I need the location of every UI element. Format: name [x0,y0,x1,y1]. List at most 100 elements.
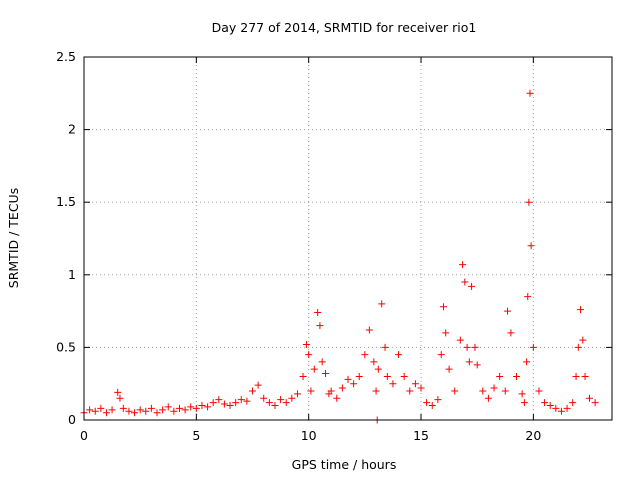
y-axis: 0 0.5 1 1.5 2 2.5 [56,49,612,427]
data-point [417,384,425,392]
data-point [463,343,471,351]
data-point [577,306,585,314]
data-point [209,399,217,407]
data-point [198,401,206,409]
data-point [442,329,450,337]
data-point [518,390,526,398]
data-point [322,370,330,378]
data-point [456,336,464,344]
data-point [350,380,358,388]
data-point [479,387,487,395]
x-tick-label: 20 [525,428,541,443]
data-point [220,400,228,408]
data-point [473,361,481,369]
data-point [116,394,124,402]
data-point [249,387,257,395]
data-point [574,343,582,351]
grid [84,57,612,420]
data-point [181,406,189,414]
data-point [288,394,296,402]
data-point [108,406,116,414]
data-point [586,394,594,402]
data-point [91,407,99,415]
data-point [507,329,515,337]
data-point [299,372,307,380]
data-point [204,403,212,411]
data-point [338,384,346,392]
data-point [333,394,341,402]
data-point [524,293,532,301]
x-tick-label: 0 [80,428,88,443]
data-point [277,396,285,404]
data-point [187,403,195,411]
data-point [310,365,318,373]
y-tick-label: 2.5 [56,49,76,64]
data-point [293,390,301,398]
data-point [465,358,473,366]
data-point [175,404,183,412]
data-point [546,401,554,409]
x-axis: 0 5 10 15 20 [80,57,541,443]
data-point [318,358,326,366]
data-point [215,396,223,404]
data-point [389,380,397,388]
data-point [504,307,512,315]
data-point [381,343,389,351]
data-point [579,336,587,344]
data-points [80,89,599,424]
data-point [164,403,172,411]
data-point [314,309,322,317]
x-tick-label: 15 [413,428,429,443]
data-point [406,387,414,395]
data-point [153,409,161,417]
data-point [526,89,534,97]
data-point [344,375,352,383]
data-point [302,340,310,348]
data-point [125,407,133,415]
data-point [254,381,262,389]
data-point [372,387,380,395]
data-point [365,326,373,334]
y-tick-label: 1 [68,267,76,282]
data-point [563,404,571,412]
data-point [147,404,155,412]
data-point [237,396,245,404]
data-point [557,407,565,415]
data-point [451,387,459,395]
data-point [428,401,436,409]
data-point [525,198,533,206]
data-point [439,303,447,311]
data-point [114,388,122,396]
data-point [119,404,127,412]
data-point [490,384,498,392]
data-point [370,358,378,366]
data-point [520,399,528,407]
data-point [434,396,442,404]
data-point [471,343,479,351]
data-point [170,407,178,415]
data-point [411,380,419,388]
data-point [243,397,251,405]
plot-frame [83,56,613,421]
data-point [282,399,290,407]
data-point [569,399,577,407]
data-point [527,242,535,250]
data-point [192,404,200,412]
y-tick-label: 0.5 [56,339,76,354]
data-point [552,404,560,412]
data-point [327,387,335,395]
y-tick-label: 1.5 [56,194,76,209]
data-point [305,351,313,359]
data-point [97,404,105,412]
x-tick-label: 5 [192,428,200,443]
data-point [400,372,408,380]
data-point [226,401,234,409]
data-point [581,372,589,380]
data-point [159,406,167,414]
data-point [355,372,363,380]
chart-title: Day 277 of 2014, SRMTID for receiver rio… [212,20,477,35]
data-point [361,351,369,359]
data-point [535,387,543,395]
